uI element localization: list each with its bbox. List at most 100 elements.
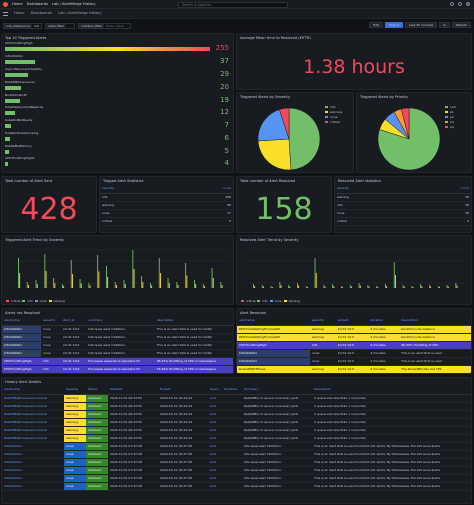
legend-item[interactable]: critical [6, 299, 20, 303]
time-range-picker[interactable]: Last 30 minutes [405, 22, 438, 28]
query-link[interactable]: Link [210, 443, 217, 448]
variable-contains-filter[interactable]: contains_filter Enter value [78, 23, 132, 29]
column-header[interactable]: severity [41, 317, 61, 326]
table-row[interactable]: InfoInhibitor none resolved 2024-10-31 07:4… [2, 458, 471, 467]
table-row[interactable]: InfoInhibitor none 10-31 10:0 Info-level al… [2, 325, 233, 334]
avatar[interactable] [466, 2, 470, 6]
table-row[interactable]: InfoInhibitor none 10-31 10:0 3 minutes This… [237, 349, 471, 358]
table-row[interactable]: CPUThrottlingHigh info 10-31 10:0 Processes… [2, 357, 233, 366]
column-header[interactable]: Severity [64, 386, 86, 395]
legend-label[interactable]: warning [330, 110, 342, 114]
column-header[interactable]: start_at [60, 317, 87, 326]
table-row[interactable]: RabbitMqNoQueueConsumer warning resolved 20… [2, 410, 471, 419]
legend-item[interactable]: none [269, 299, 282, 303]
pie-slice[interactable] [400, 107, 410, 140]
column-header[interactable]: Query [208, 386, 222, 395]
col-count[interactable]: count [174, 185, 233, 194]
table-row[interactable]: RDSTimeWaitingForCodeKit warning 10-31 10:… [237, 325, 471, 334]
table-row[interactable]: RabbitMqNoQueueConsumer warning resolved 20… [2, 394, 471, 403]
query-link[interactable]: Link [210, 427, 217, 432]
column-header[interactable]: description [154, 317, 233, 326]
grafana-logo-icon[interactable] [3, 1, 8, 7]
query-link[interactable]: Link [210, 403, 217, 408]
export-button[interactable]: Export [385, 22, 404, 28]
column-header[interactable]: endsAt [335, 317, 369, 326]
column-header[interactable]: summary [86, 317, 155, 326]
legend-label[interactable]: p3 [450, 120, 454, 124]
legend-item[interactable]: info [257, 299, 268, 303]
search-input[interactable]: Search or jump to... [178, 1, 288, 8]
col-severity[interactable]: severity [335, 185, 412, 194]
query-link[interactable]: Link [210, 467, 217, 472]
legend-label[interactable]: p4 [450, 125, 454, 129]
table-row[interactable]: InfoInhibitor none 10-31 10:0 Info-level al… [2, 341, 233, 350]
col-severity[interactable]: severity [100, 185, 175, 194]
table-row[interactable]: CPUThrottlingHigh info 10-31 10:0 Processes… [2, 365, 233, 373]
table-row[interactable]: RabbitMqNoQueueConsumer warning resolved 20… [2, 402, 471, 411]
query-link[interactable]: Link [210, 411, 217, 416]
legend-label[interactable]: none [330, 115, 338, 119]
legend-item[interactable]: warning [48, 299, 65, 303]
query-link[interactable]: Link [210, 483, 217, 488]
table-row[interactable]: InfoInhibitor none 10-31 10:0 2 minutes This… [237, 357, 471, 366]
column-header[interactable]: Summary [242, 386, 312, 395]
variable-rule-datasource[interactable]: rule_datasource loki [3, 23, 43, 29]
column-header[interactable]: Alertname [2, 386, 64, 395]
legend-label[interactable]: null [450, 105, 456, 109]
column-header[interactable]: Status [86, 386, 108, 395]
column-header[interactable]: description [399, 317, 471, 326]
legend-label[interactable]: p1 [450, 110, 454, 114]
table-row[interactable]: InfoInhibitor none resolved 2024-10-31 07:4… [2, 466, 471, 475]
table-row[interactable]: InfoInhibitor none resolved 2024-10-31 07:4… [2, 482, 471, 491]
toolbar-dashboards[interactable]: Dashboards [30, 11, 52, 16]
column-header[interactable]: severity [309, 317, 336, 326]
legend-label[interactable]: critical [330, 120, 340, 124]
pie-slice[interactable] [257, 109, 290, 142]
table-row[interactable]: RocketMQTPSLow warning 10-31 10:0 8 minutes… [237, 365, 471, 373]
column-header[interactable]: alertname [237, 317, 310, 326]
column-header[interactable]: duration [368, 317, 400, 326]
query-link[interactable]: Link [210, 475, 217, 480]
column-header[interactable]: StartsAt [108, 386, 158, 395]
pie-slice[interactable] [288, 107, 321, 171]
column-header[interactable]: alertname [2, 317, 42, 326]
query-link[interactable]: Link [210, 459, 217, 464]
news-icon[interactable] [458, 2, 462, 6]
table-row[interactable]: InfoInhibitor none resolved 2024-10-31 07:4… [2, 442, 471, 451]
breadcrumb-dashboards[interactable]: Dashboards [26, 1, 48, 6]
col-count[interactable]: count [411, 185, 471, 194]
edit-button[interactable]: Edit [369, 22, 384, 28]
variable-value[interactable] [66, 24, 75, 28]
table-row[interactable]: RabbitMqNoQueueConsumer warning resolved 20… [2, 418, 471, 427]
refresh-button[interactable]: Refresh [451, 22, 471, 28]
pie-slice[interactable] [377, 107, 441, 171]
legend-label[interactable]: info [330, 105, 336, 109]
column-header[interactable]: Runbook [222, 386, 242, 395]
help-icon[interactable] [450, 2, 454, 6]
column-header[interactable]: Description [312, 386, 471, 395]
variable-value[interactable]: Enter value [104, 24, 131, 28]
toolbar-home[interactable]: Home [14, 11, 25, 16]
query-link[interactable]: Link [210, 395, 217, 400]
legend-item[interactable]: info [22, 299, 33, 303]
menu-icon[interactable] [3, 11, 8, 16]
variable-value[interactable]: loki [32, 24, 42, 28]
legend-item[interactable]: none [34, 299, 47, 303]
legend-item[interactable]: warning [283, 299, 300, 303]
table-row[interactable]: InfoInhibitor none 10-31 10:0 Info-level al… [2, 333, 233, 342]
pie-slice[interactable] [257, 138, 292, 171]
column-header[interactable]: EndsAt [158, 386, 208, 395]
query-link[interactable]: Link [210, 435, 217, 440]
table-row[interactable]: RabbitMqNoQueueConsumer warning resolved 20… [2, 426, 471, 435]
legend-item[interactable]: critical [241, 299, 255, 303]
variable-label-filter[interactable]: label_filter [45, 23, 76, 29]
table-row[interactable]: RDSTimeWaitingForCodeKit warning 10-31 10:… [237, 333, 471, 342]
table-row[interactable]: InfoInhibitor none 10-31 10:0 Info-level al… [2, 349, 233, 358]
table-row[interactable]: RabbitMqNoQueueConsumer warning resolved 20… [2, 434, 471, 443]
table-row[interactable]: InfoInhibitor none resolved 2024-10-31 07:4… [2, 450, 471, 459]
table-row[interactable]: InfoInhibitor none resolved 2024-10-31 07:4… [2, 474, 471, 483]
query-link[interactable]: Link [210, 451, 217, 456]
pie-slice[interactable] [279, 107, 290, 140]
zoom-out-button[interactable]: ⊖ [439, 22, 450, 28]
legend-label[interactable]: p2 [450, 115, 454, 119]
